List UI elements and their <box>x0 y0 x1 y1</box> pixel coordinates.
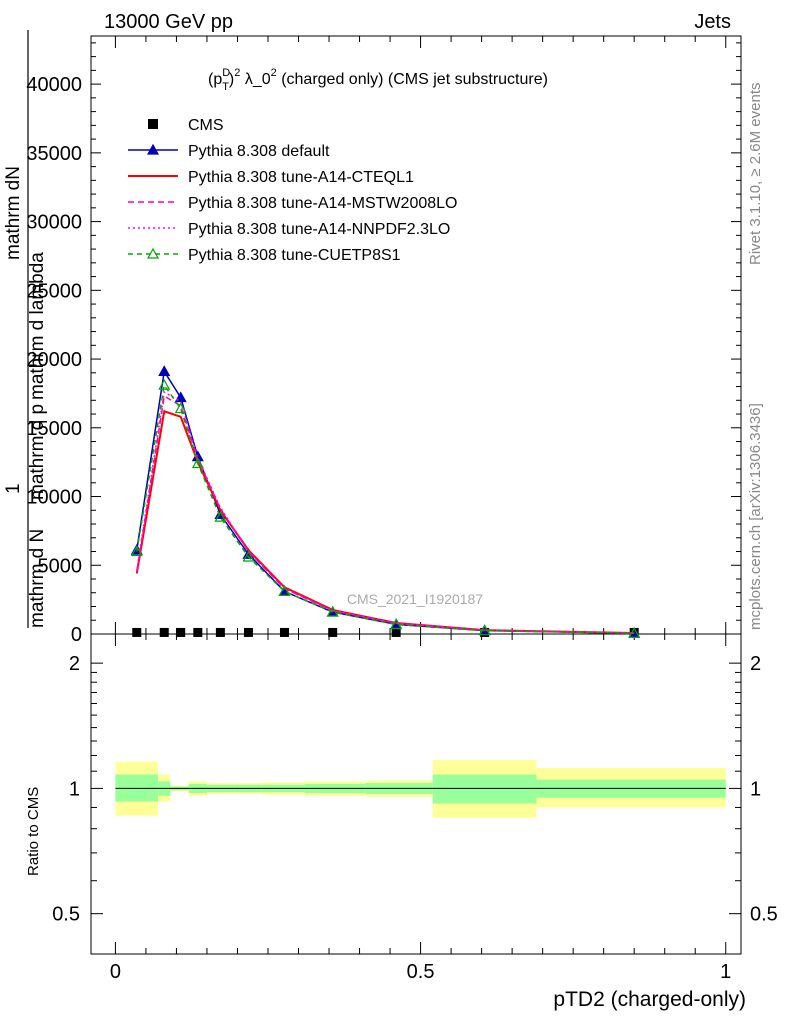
series-marker-pythia-8-308-tune-cuetp8s1 <box>214 510 227 522</box>
ratio-stat-band-9 <box>432 774 537 804</box>
main-ytick-label: 25000 <box>26 280 82 302</box>
series-marker-pythia-8-308-tune-cuetp8s1 <box>158 378 171 390</box>
legend-label-cms: CMS <box>188 117 224 134</box>
ylabel-line-2: mathrm d N <box>27 529 48 628</box>
ratio-ytick-label: 2 <box>69 653 80 675</box>
title-rest: (charged only) (CMS jet substructure) <box>277 71 548 88</box>
title-sup-d: D <box>222 67 230 79</box>
ratio-ytick-label-right: 0.5 <box>750 904 778 926</box>
legend-label-pythia-8-308-tune-a14-cteql1: Pythia 8.308 tune-A14-CTEQL1 <box>188 169 414 186</box>
title-lambda: λ_0 <box>240 71 270 88</box>
mcplots-label: mcplots.cern.ch [arXiv:1306.3436] <box>747 403 764 630</box>
legend-label-pythia-8-308-tune-a14-mstw2008lo: Pythia 8.308 tune-A14-MSTW2008LO <box>188 195 457 212</box>
main-ytick-label: 30000 <box>26 212 82 234</box>
main-ytick-label: 0 <box>71 624 82 646</box>
ratio-ytick-label-right: 2 <box>750 653 761 675</box>
legend-label-pythia-8-308-default: Pythia 8.308 default <box>188 143 330 160</box>
main-ytick-label: 20000 <box>26 349 82 371</box>
series-marker-pythia-8-308-tune-cuetp8s1 <box>390 618 403 630</box>
legend-marker-pythia-8-308-default <box>146 143 160 155</box>
ylabel-line-1: 1 <box>3 483 24 494</box>
series-marker-pythia-8-308-tune-cuetp8s1 <box>326 605 339 617</box>
ratio-ytick-label-right: 1 <box>750 778 761 800</box>
title-sup-2b: 2 <box>271 67 277 79</box>
series-marker-pythia-8-308-tune-cuetp8s1 <box>174 402 187 414</box>
plot-title: (pD T)2 λ_02 (charged only) (CMS jet subs… <box>208 67 548 93</box>
ratio-axis-ticks: 0.5 0.5 1 1 2 2 <box>52 653 778 926</box>
ratio-ytick-label: 1 <box>69 778 80 800</box>
series-line-pythia-8-308-tune-a14-mstw2008lo <box>136 394 635 634</box>
x-axis-title: pTD2 (charged-only) <box>553 988 746 1011</box>
series-marker-pythia-8-308-tune-cuetp8s1 <box>478 624 491 636</box>
analysis-watermark: CMS_2021_I1920187 <box>347 591 483 607</box>
data-point-cms <box>328 627 338 637</box>
ylabel-line-5: mathrm dN <box>3 166 24 260</box>
main-ytick-label: 15000 <box>26 418 82 440</box>
series-layer <box>130 365 641 638</box>
series-marker-pythia-8-308-tune-cuetp8s1 <box>628 627 641 638</box>
title-p: (p <box>208 71 222 88</box>
series-marker-pythia-8-308-tune-cuetp8s1 <box>191 457 204 469</box>
ratio-panel-frame <box>90 633 742 955</box>
ratio-xtick-label: 0.5 <box>407 961 435 983</box>
ratio-xtick-label: 1 <box>720 961 731 983</box>
title-sup-2: 2 <box>234 67 240 79</box>
series-marker-pythia-8-308-tune-cuetp8s1 <box>242 550 255 562</box>
title-sub-t: T <box>222 81 229 93</box>
data-point-cms <box>243 627 253 637</box>
main-y-axis-title: 1 mathrm d N mathrm d p mathrm d lambda … <box>3 166 48 628</box>
data-point-cms <box>132 627 142 637</box>
main-ytick-label: 40000 <box>26 74 82 96</box>
main-axis-ticks: 0 5000 10000 15000 20000 25000 30000 35000 40000… <box>26 36 741 983</box>
ratio-y-axis-title: Ratio to CMS <box>25 787 42 876</box>
series-marker-pythia-8-308-default <box>158 365 171 377</box>
title-close: ) <box>229 71 234 88</box>
energy-label: 13000 GeV pp <box>104 11 233 33</box>
main-ytick-label: 5000 <box>38 555 83 577</box>
data-point-cms <box>176 627 186 637</box>
legend-label-pythia-8-308-tune-a14-nnpdf2-3lo: Pythia 8.308 tune-A14-NNPDF2.3LO <box>188 221 450 238</box>
main-ytick-label: 35000 <box>26 143 82 165</box>
data-point-cms <box>159 627 169 637</box>
series-line-pythia-8-308-tune-cuetp8s1 <box>136 383 635 634</box>
ratio-xtick-label: 0 <box>110 961 121 983</box>
legend-label-pythia-8-308-tune-cuetp8s1: Pythia 8.308 tune-CUETP8S1 <box>188 247 401 264</box>
legend: CMS Pythia 8.308 default Pythia 8.308 tune… <box>128 117 457 264</box>
data-point-cms <box>215 627 225 637</box>
ratio-ytick-label: 0.5 <box>52 904 80 926</box>
rivet-label: Rivet 3.1.10, ≥ 2.6M events <box>747 83 764 266</box>
legend-marker-cms <box>148 119 158 129</box>
ylabel-line-4: mathrm d lambda <box>27 252 48 400</box>
series-marker-pythia-8-308-tune-cuetp8s1 <box>278 585 291 596</box>
legend-marker-pythia-8-308-tune-cuetp8s1 <box>146 247 160 259</box>
process-label: Jets <box>694 11 731 33</box>
main-ytick-label: 10000 <box>26 487 82 509</box>
series-marker-pythia-8-308-default <box>174 391 187 403</box>
series-line-pythia-8-308-tune-a14-cteql1 <box>135 409 635 635</box>
data-point-cms <box>279 627 289 637</box>
data-point-cms <box>391 627 401 637</box>
series-marker-pythia-8-308-tune-cuetp8s1 <box>130 545 143 557</box>
data-point-cms <box>193 627 203 637</box>
ylabel-line-3: mathrm d p <box>27 404 48 500</box>
